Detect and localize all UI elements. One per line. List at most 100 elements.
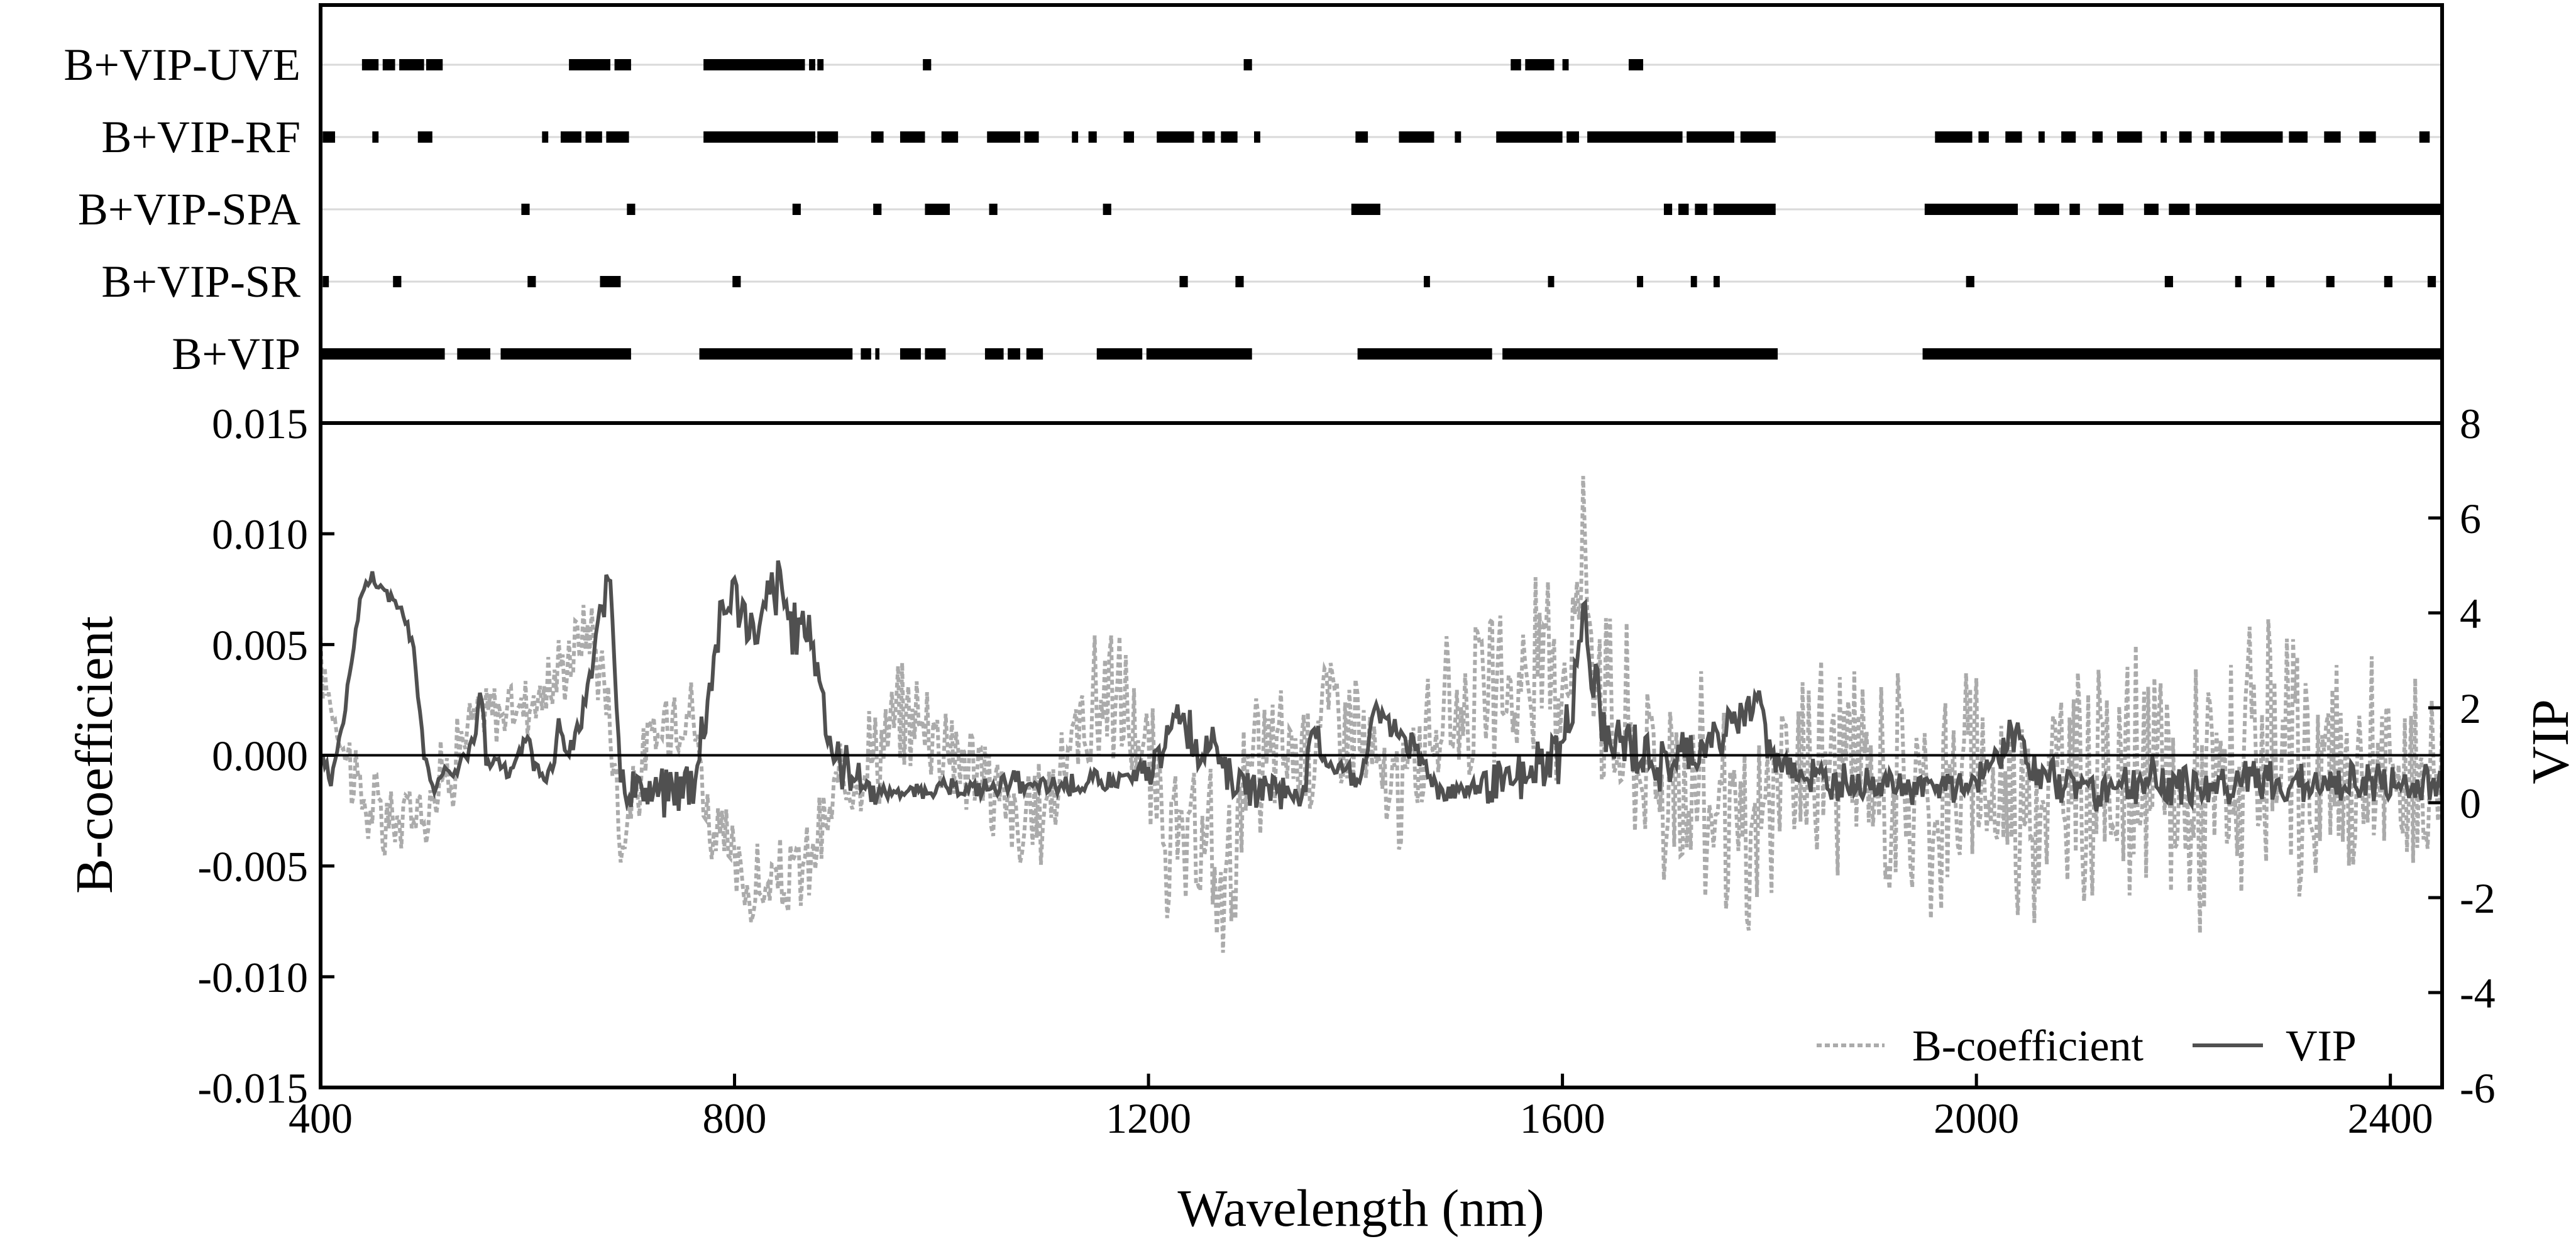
- raster-segment: [1695, 204, 1708, 215]
- raster-segment: [2266, 276, 2275, 287]
- raster-segment: [2005, 131, 2022, 143]
- left-y-tick-label: 0.000: [212, 732, 308, 780]
- raster-segment: [1351, 204, 1380, 215]
- raster-segment: [809, 59, 815, 70]
- raster-segment: [2038, 131, 2045, 143]
- x-tick-label: 400: [289, 1094, 353, 1142]
- raster-segment: [1096, 348, 1143, 360]
- legend-vip-label: VIP: [2286, 1022, 2357, 1071]
- raster-segment: [925, 348, 946, 360]
- raster-row-label: B+VIP-SR: [101, 256, 300, 307]
- raster-segment: [873, 204, 882, 215]
- raster-marks: [321, 59, 2442, 360]
- legend: B-coefficient VIP: [1817, 1022, 2357, 1071]
- raster-segment: [2359, 131, 2376, 143]
- raster-segment: [900, 131, 925, 143]
- right-y-tick-label: 4: [2460, 590, 2481, 637]
- left-y-axis-title: B-coefficient: [65, 616, 124, 894]
- raster-segment: [817, 131, 839, 143]
- raster-segment: [1978, 131, 1989, 143]
- left-y-tick-label: 0.005: [212, 621, 308, 669]
- raster-segment: [585, 131, 602, 143]
- raster-segment: [627, 204, 636, 215]
- raster-segment: [542, 131, 549, 143]
- raster-segment: [606, 131, 629, 143]
- raster-segment: [2092, 131, 2103, 143]
- right-y-tick-label: 8: [2460, 400, 2481, 448]
- raster-segment: [2235, 276, 2242, 287]
- line-plot-panel: 400 800 1200 1600 2000 2400 0.0150.0100.0050.…: [65, 400, 2576, 1238]
- raster-segment: [322, 131, 336, 143]
- right-y-tick-label: -4: [2460, 969, 2496, 1017]
- raster-segment: [1502, 348, 1778, 360]
- left-y-tick-label: 0.015: [212, 400, 308, 448]
- right-y-axis-title: VIP: [2521, 699, 2576, 784]
- raster-segment: [1935, 131, 1973, 143]
- raster-segment: [1511, 59, 1521, 70]
- x-axis-ticks: 400 800 1200 1600 2000 2400: [289, 1074, 2433, 1142]
- left-y-tick-label: 0.010: [212, 510, 308, 558]
- raster-row-label: B+VIP-SPA: [78, 184, 300, 234]
- x-tick-label: 2000: [1934, 1094, 2019, 1142]
- raster-segment: [1548, 276, 1555, 287]
- raster-segment: [361, 59, 379, 70]
- left-y-tick-label: -0.015: [197, 1064, 308, 1112]
- raster-segment: [1202, 131, 1215, 143]
- raster-segment: [1687, 131, 1734, 143]
- raster-segment: [1924, 204, 2018, 215]
- raster-segment: [1690, 276, 1697, 287]
- raster-segment: [527, 276, 536, 287]
- raster-segment: [2164, 276, 2173, 287]
- raster-segment: [1157, 131, 1194, 143]
- raster-segment: [1123, 131, 1135, 143]
- raster-segment: [2061, 131, 2076, 143]
- raster-row-label: B+VIP-RF: [101, 112, 300, 162]
- raster-segment: [1663, 204, 1673, 215]
- raster-row-label: B+VIP-UVE: [63, 40, 300, 90]
- raster-segment: [871, 131, 884, 143]
- raster-segment: [614, 59, 631, 70]
- raster-segment: [875, 348, 880, 360]
- raster-segment: [699, 348, 853, 360]
- raster-segment: [900, 348, 921, 360]
- x-tick-label: 1200: [1106, 1094, 1191, 1142]
- raster-segment: [1088, 131, 1097, 143]
- raster-segment: [600, 276, 621, 287]
- raster-row-labels: B+VIP-UVE B+VIP-RF B+VIP-SPA B+VIP-SR B+VIP: [63, 40, 300, 379]
- raster-segment: [703, 59, 805, 70]
- raster-segment: [1637, 276, 1644, 287]
- raster-segment: [569, 59, 610, 70]
- raster-segment: [861, 348, 871, 360]
- left-y-tick-label: -0.010: [197, 954, 308, 1001]
- left-y-tick-label: -0.005: [197, 843, 308, 891]
- raster-segment: [457, 348, 490, 360]
- raster-segment: [2098, 204, 2123, 215]
- raster-segment: [1026, 348, 1043, 360]
- raster-segment: [792, 204, 801, 215]
- raster-segment: [2326, 276, 2335, 287]
- left-y-axis-ticks: 0.015 0.010 0.005 0.000 -0.005 -0.010 -0.015: [197, 400, 334, 1112]
- raster-segment: [399, 59, 424, 70]
- raster-segment: [560, 131, 581, 143]
- raster-segment: [1235, 276, 1244, 287]
- raster-segment: [703, 131, 815, 143]
- raster-segment: [1254, 131, 1260, 143]
- raster-segment: [2117, 131, 2142, 143]
- raster-segment: [1587, 131, 1683, 143]
- raster-segment: [2196, 204, 2442, 215]
- raster-segment: [372, 131, 379, 143]
- raster-segment: [2384, 276, 2392, 287]
- right-y-tick-label: 6: [2460, 495, 2481, 542]
- raster-segment: [521, 204, 530, 215]
- right-y-tick-label: 0: [2460, 779, 2481, 827]
- raster-segment: [1966, 276, 1974, 287]
- x-tick-label: 2400: [2348, 1094, 2433, 1142]
- raster-segment: [500, 348, 631, 360]
- raster-segment: [2289, 131, 2308, 143]
- raster-segment: [1922, 348, 2442, 360]
- x-tick-label: 1600: [1520, 1094, 1605, 1142]
- raster-segment: [1455, 131, 1461, 143]
- raster-segment: [925, 204, 950, 215]
- raster-segment: [732, 276, 741, 287]
